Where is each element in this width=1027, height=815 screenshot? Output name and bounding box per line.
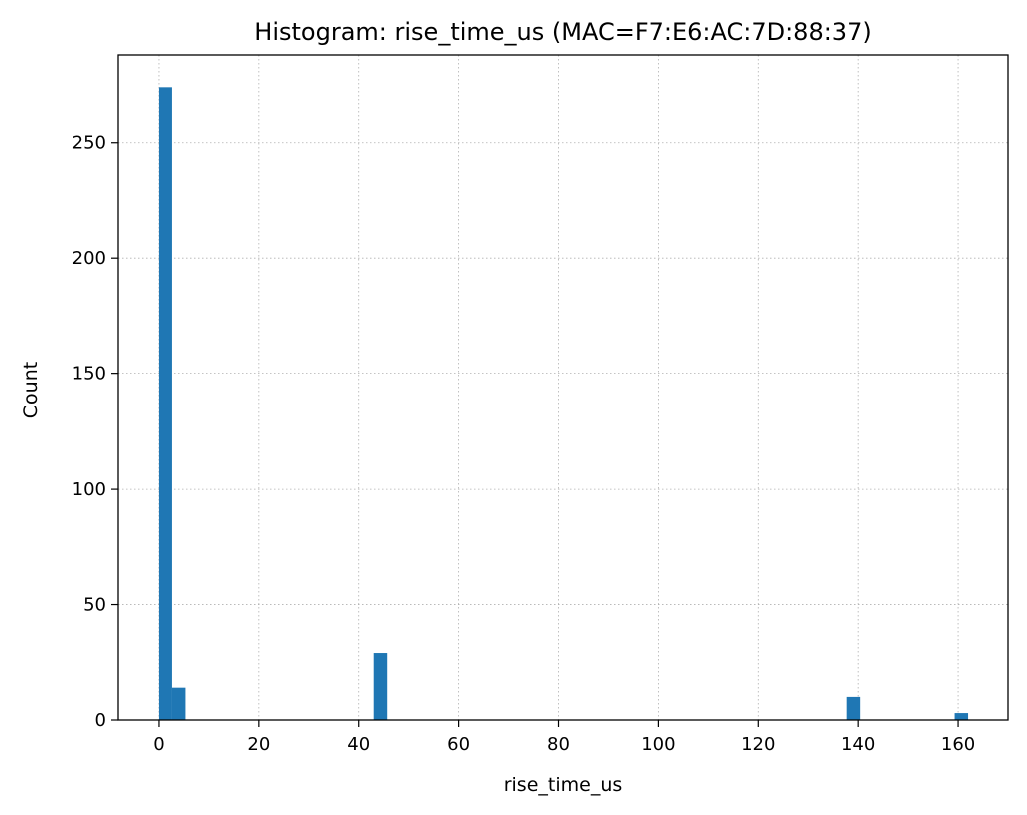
histogram-bar — [373, 653, 388, 720]
y-tick-label: 150 — [72, 364, 106, 385]
x-tick-label: 160 — [941, 734, 975, 755]
x-tick-label: 100 — [641, 734, 675, 755]
x-axis-ticks: 0 20 40 60 80 100 120 140 160 — [153, 720, 975, 755]
x-tick-label: 0 — [153, 734, 164, 755]
x-tick-label: 80 — [547, 734, 570, 755]
y-tick-label: 200 — [72, 248, 106, 269]
histogram-bars — [158, 87, 969, 720]
x-tick-label: 40 — [347, 734, 370, 755]
y-tick-label: 0 — [95, 710, 106, 731]
y-axis-label: Count — [20, 362, 42, 418]
x-tick-label: 60 — [447, 734, 470, 755]
x-tick-label: 20 — [247, 734, 270, 755]
grid-lines — [118, 55, 1008, 721]
histogram-bar — [846, 696, 861, 720]
y-tick-label: 50 — [83, 595, 106, 616]
x-tick-label: 140 — [841, 734, 875, 755]
x-axis-label: rise_time_us — [504, 774, 623, 796]
histogram-bar — [954, 713, 969, 720]
histogram-bar — [158, 87, 172, 720]
histogram-bar — [171, 687, 186, 720]
plot-frame — [117, 54, 1009, 721]
y-tick-label: 100 — [72, 479, 106, 500]
x-tick-label: 120 — [741, 734, 775, 755]
chart-title: Histogram: rise_time_us (MAC=F7:E6:AC:7D… — [254, 18, 871, 46]
y-tick-label: 250 — [72, 133, 106, 154]
y-axis-ticks: 0 50 100 150 200 250 — [72, 133, 118, 731]
